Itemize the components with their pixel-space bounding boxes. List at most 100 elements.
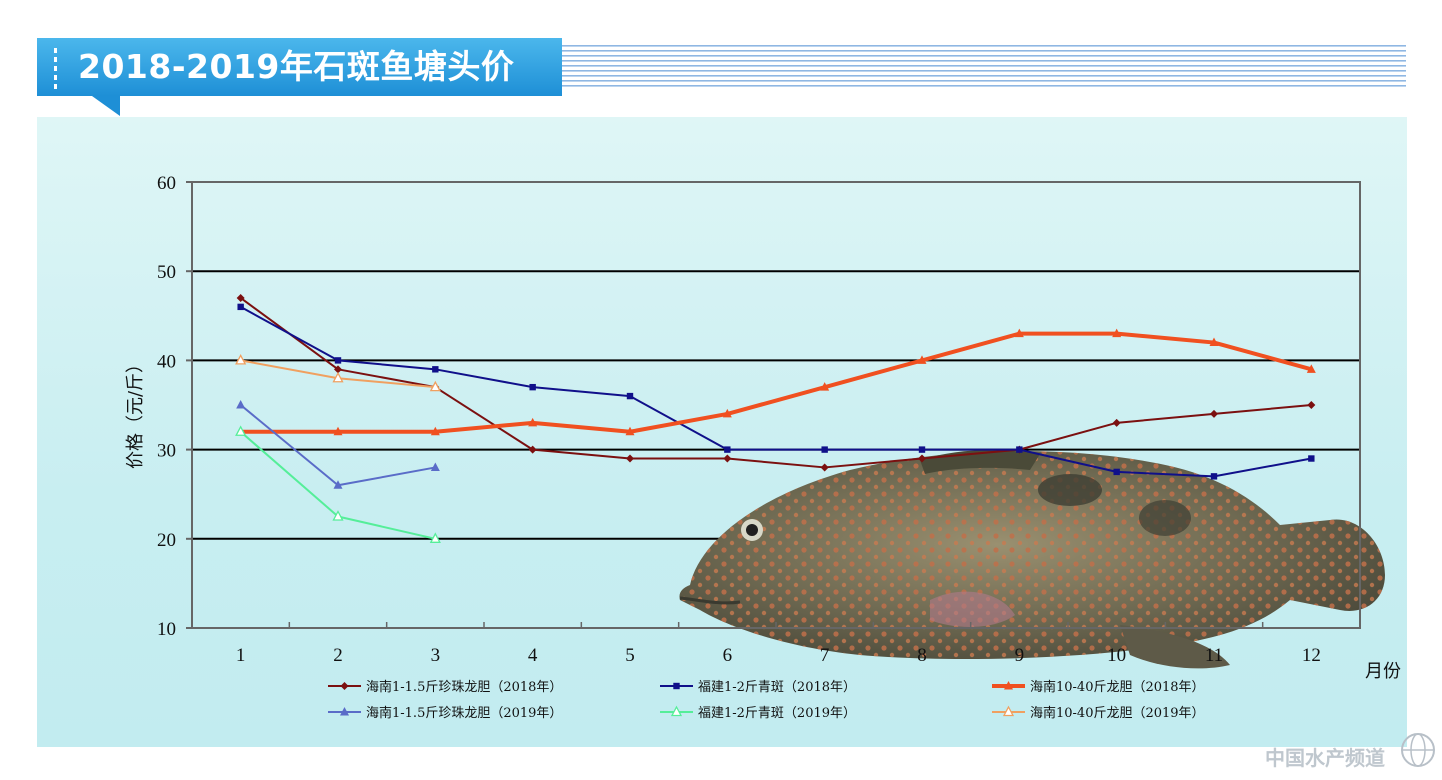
series-2	[237, 303, 1315, 480]
data-point	[1016, 446, 1023, 453]
title-banner: 2018-2019年石斑鱼塘头价	[0, 0, 1442, 120]
series-3	[236, 328, 1316, 436]
data-point	[918, 454, 926, 463]
x-tick-label: 5	[625, 645, 635, 666]
data-point	[430, 426, 440, 436]
series-line-2	[240, 306, 1312, 478]
y-tick-label: 40	[157, 351, 176, 372]
banner-dots	[54, 48, 57, 89]
data-point	[1210, 473, 1218, 480]
data-point	[917, 355, 927, 364]
banner-graphic	[37, 38, 1406, 116]
y-axis-title: 价格（元/斤）	[125, 355, 146, 469]
legend-item-4: 海南1-1.5斤珍珠龙胆（2019年）	[328, 705, 562, 721]
data-point	[722, 408, 732, 418]
legend-item-6: 海南10-40斤龙胆（2019年）	[992, 705, 1205, 721]
data-point	[334, 365, 342, 374]
data-point	[626, 454, 634, 463]
x-tick-label: 8	[917, 645, 927, 666]
data-point	[529, 383, 536, 391]
data-point	[429, 532, 441, 543]
legend-marker	[1004, 681, 1013, 690]
series-1	[236, 293, 1316, 472]
data-point	[625, 426, 635, 436]
data-point	[1113, 468, 1120, 476]
data-point	[1210, 409, 1218, 418]
data-point	[918, 446, 926, 453]
legend-marker	[673, 682, 680, 690]
data-point	[1306, 364, 1316, 373]
data-point	[1014, 328, 1024, 338]
data-point	[332, 371, 344, 383]
data-point	[1307, 401, 1316, 409]
legend-marker	[340, 707, 349, 716]
legend-item-5: 福建1-2斤青斑（2019年）	[660, 705, 856, 721]
series-6	[235, 354, 441, 392]
y-tick-label: 30	[157, 441, 176, 462]
legend-label: 海南10-40斤龙胆（2019年）	[1030, 705, 1205, 721]
x-axis-title: 月份	[1365, 661, 1401, 682]
data-point	[333, 480, 343, 489]
data-point	[528, 417, 538, 427]
series-line-1	[240, 297, 1312, 469]
legend-label: 福建1-2斤青斑（2019年）	[698, 706, 856, 721]
globe-icon	[1401, 733, 1435, 767]
data-point	[821, 446, 828, 453]
data-point	[820, 382, 830, 391]
x-tick-label: 1	[236, 645, 246, 666]
legend-label: 海南1-1.5斤珍珠龙胆（2018年）	[366, 679, 562, 695]
data-point	[429, 380, 441, 392]
legend-label: 福建1-2斤青斑（2018年）	[698, 680, 856, 695]
x-tick-label: 12	[1302, 645, 1321, 666]
data-point	[235, 425, 247, 436]
data-point	[430, 462, 440, 471]
series-layer	[235, 293, 1316, 543]
data-point	[334, 357, 342, 364]
x-tick-label: 4	[528, 645, 538, 666]
data-point	[1112, 328, 1122, 338]
data-point	[1112, 418, 1121, 427]
page-title: 2018-2019年石斑鱼塘头价	[78, 47, 515, 86]
y-tick-label: 20	[157, 530, 176, 551]
y-tick-label: 50	[157, 262, 176, 283]
banner-tail	[92, 96, 120, 116]
legend-marker	[1002, 705, 1015, 717]
legend-marker	[340, 682, 349, 690]
data-point	[723, 454, 732, 463]
data-point	[236, 293, 245, 302]
x-tick-label: 7	[820, 645, 830, 666]
x-tick-label: 9	[1015, 645, 1025, 666]
legend-label: 海南10-40斤龙胆（2018年）	[1030, 679, 1205, 695]
y-tick-label: 60	[157, 173, 176, 194]
data-point	[724, 446, 731, 453]
legend-label: 海南1-1.5斤珍珠龙胆（2019年）	[366, 705, 562, 721]
series-4	[236, 400, 440, 489]
data-point	[528, 445, 537, 454]
data-point	[332, 510, 344, 521]
legend-item-1: 海南1-1.5斤珍珠龙胆（2018年）	[328, 679, 562, 695]
x-tick-label: 10	[1107, 645, 1126, 666]
x-tick-label: 3	[431, 645, 441, 666]
series-5	[235, 425, 441, 543]
grouper-fish-photo	[679, 450, 1385, 669]
y-tick-label: 10	[157, 619, 176, 640]
data-point	[237, 303, 244, 311]
series-line-4	[240, 404, 436, 487]
banner-box	[37, 38, 562, 96]
legend-item-2: 福建1-2斤青斑（2018年）	[660, 680, 856, 695]
watermark-text: 中国水产频道	[1265, 746, 1385, 770]
data-point	[235, 354, 247, 365]
data-point	[432, 366, 439, 373]
data-point	[1308, 455, 1315, 462]
legend-layer: 海南1-1.5斤珍珠龙胆（2018年） 福建1-2斤青斑（2018年） 海南10-4…	[328, 679, 1205, 721]
x-tick-label: 2	[333, 645, 343, 666]
data-point	[626, 392, 634, 400]
legend-item-3: 海南10-40斤龙胆（2018年）	[992, 679, 1205, 695]
legend-marker	[670, 705, 683, 717]
banner-stripes	[560, 42, 1406, 90]
data-point	[333, 426, 343, 436]
data-point	[236, 400, 246, 409]
x-tick-label: 6	[723, 645, 733, 666]
